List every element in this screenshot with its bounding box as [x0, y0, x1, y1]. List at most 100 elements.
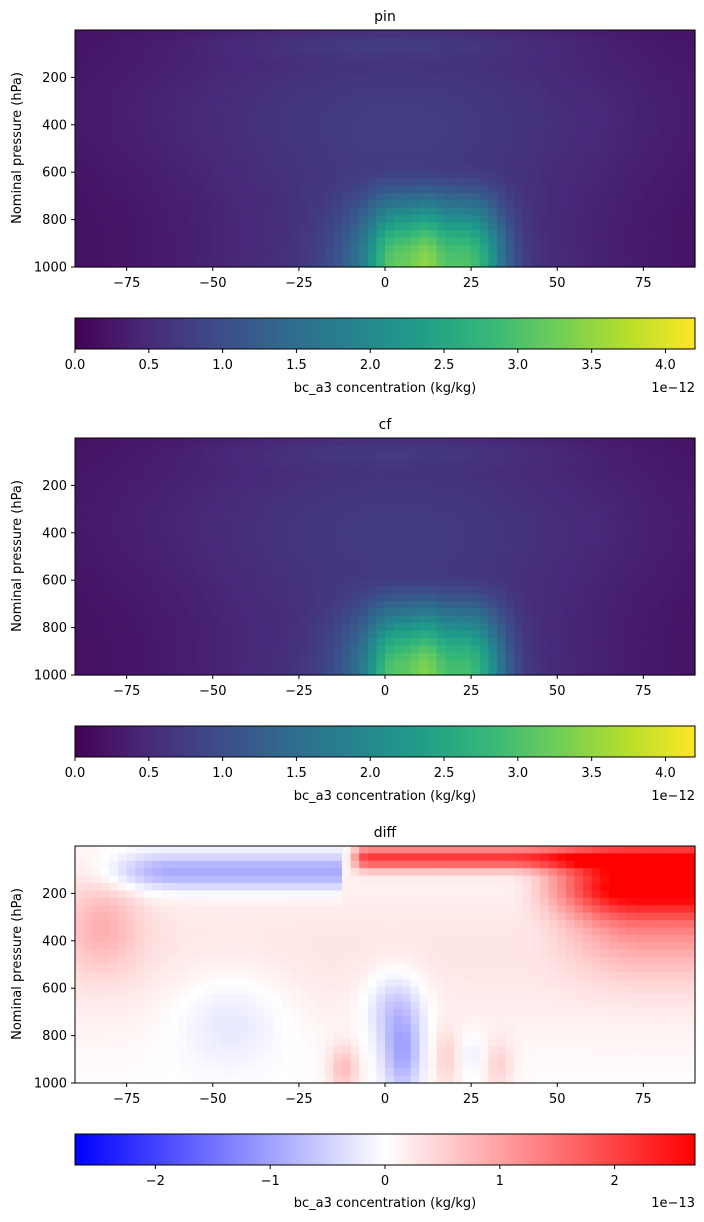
heatmap-cell — [686, 445, 695, 453]
heatmap-cell — [118, 497, 127, 505]
heatmap-cell — [213, 853, 222, 861]
heatmap-cell — [170, 156, 179, 164]
heatmap-cell — [359, 579, 368, 587]
heatmap-cell — [196, 571, 205, 579]
heatmap-cell — [299, 438, 308, 446]
heatmap-cell — [385, 193, 394, 201]
heatmap-cell — [669, 542, 678, 550]
heatmap-cell — [75, 30, 84, 38]
heatmap-cell — [239, 149, 248, 157]
heatmap-cell — [437, 668, 446, 676]
heatmap-cell — [187, 490, 196, 498]
heatmap-cell — [213, 571, 222, 579]
heatmap-cell — [463, 653, 472, 661]
heatmap-cell — [661, 861, 670, 869]
heatmap-cell — [394, 519, 403, 527]
heatmap-cell — [161, 230, 170, 238]
heatmap-cell — [84, 653, 93, 661]
heatmap-cell — [308, 571, 317, 579]
heatmap-cell — [445, 104, 454, 112]
heatmap-cell — [566, 60, 575, 68]
heatmap-cell — [463, 557, 472, 565]
heatmap-cell — [635, 645, 644, 653]
heatmap-cell — [445, 571, 454, 579]
heatmap-cell — [488, 37, 497, 45]
heatmap-cell — [618, 74, 627, 82]
heatmap-cell — [463, 82, 472, 90]
heatmap-cell — [368, 861, 377, 869]
heatmap-cell — [600, 252, 609, 260]
heatmap-cell — [661, 623, 670, 631]
heatmap-cell — [264, 178, 273, 186]
heatmap-cell — [549, 60, 558, 68]
heatmap-cell — [609, 460, 618, 468]
heatmap-cell — [540, 616, 549, 624]
heatmap-cell — [118, 171, 127, 179]
heatmap-cell — [144, 490, 153, 498]
heatmap-cell — [213, 82, 222, 90]
heatmap-cell — [488, 468, 497, 476]
heatmap-cell — [256, 126, 265, 134]
heatmap-cell — [669, 37, 678, 45]
heatmap-cell — [497, 623, 506, 631]
heatmap-cell — [144, 571, 153, 579]
heatmap-cell — [592, 89, 601, 97]
heatmap-cell — [333, 542, 342, 550]
heatmap-cell — [127, 245, 136, 253]
heatmap-cell — [308, 557, 317, 565]
heatmap-cell — [557, 45, 566, 53]
heatmap-cell — [135, 571, 144, 579]
heatmap-cell — [445, 97, 454, 105]
heatmap-cell — [678, 163, 687, 171]
heatmap-cell — [376, 141, 385, 149]
heatmap-cell — [643, 60, 652, 68]
heatmap-cell — [204, 571, 213, 579]
heatmap-cell — [652, 193, 661, 201]
heatmap-cell — [514, 89, 523, 97]
heatmap-cell — [359, 868, 368, 876]
heatmap-cell — [385, 623, 394, 631]
heatmap-cell — [92, 260, 101, 268]
heatmap-cell — [359, 111, 368, 119]
heatmap-cell — [204, 208, 213, 216]
heatmap-cell — [514, 237, 523, 245]
heatmap-cell — [488, 645, 497, 653]
heatmap-cell — [342, 482, 351, 490]
heatmap-cell — [92, 178, 101, 186]
heatmap-cell — [333, 512, 342, 520]
heatmap-cell — [204, 653, 213, 661]
heatmap-cell — [178, 505, 187, 513]
heatmap-cell — [643, 445, 652, 453]
heatmap-cell — [359, 82, 368, 90]
heatmap-cell — [583, 111, 592, 119]
heatmap-cell — [84, 141, 93, 149]
heatmap-cell — [506, 260, 515, 268]
heatmap-cell — [75, 586, 84, 594]
heatmap-cell — [342, 119, 351, 127]
heatmap-cell — [531, 89, 540, 97]
heatmap-cell — [75, 252, 84, 260]
heatmap-cell — [316, 141, 325, 149]
heatmap-cell — [540, 178, 549, 186]
heatmap-cell — [411, 542, 420, 550]
heatmap-cell — [153, 468, 162, 476]
heatmap-cell — [153, 512, 162, 520]
heatmap-cell — [428, 149, 437, 157]
heatmap-cell — [411, 512, 420, 520]
heatmap-cell — [497, 519, 506, 527]
heatmap-cell — [109, 846, 118, 854]
heatmap-cell — [540, 67, 549, 75]
heatmap-cell — [92, 631, 101, 639]
heatmap-cell — [282, 660, 291, 668]
heatmap-cell — [92, 30, 101, 38]
heatmap-cell — [394, 126, 403, 134]
heatmap-cell — [635, 475, 644, 483]
heatmap-cell — [273, 653, 282, 661]
heatmap-cell — [523, 564, 532, 572]
heatmap-cell — [419, 200, 428, 208]
heatmap-cell — [264, 230, 273, 238]
heatmap-cell — [437, 223, 446, 231]
heatmap-cell — [661, 193, 670, 201]
heatmap-cell — [618, 52, 627, 60]
heatmap-cell — [506, 616, 515, 624]
